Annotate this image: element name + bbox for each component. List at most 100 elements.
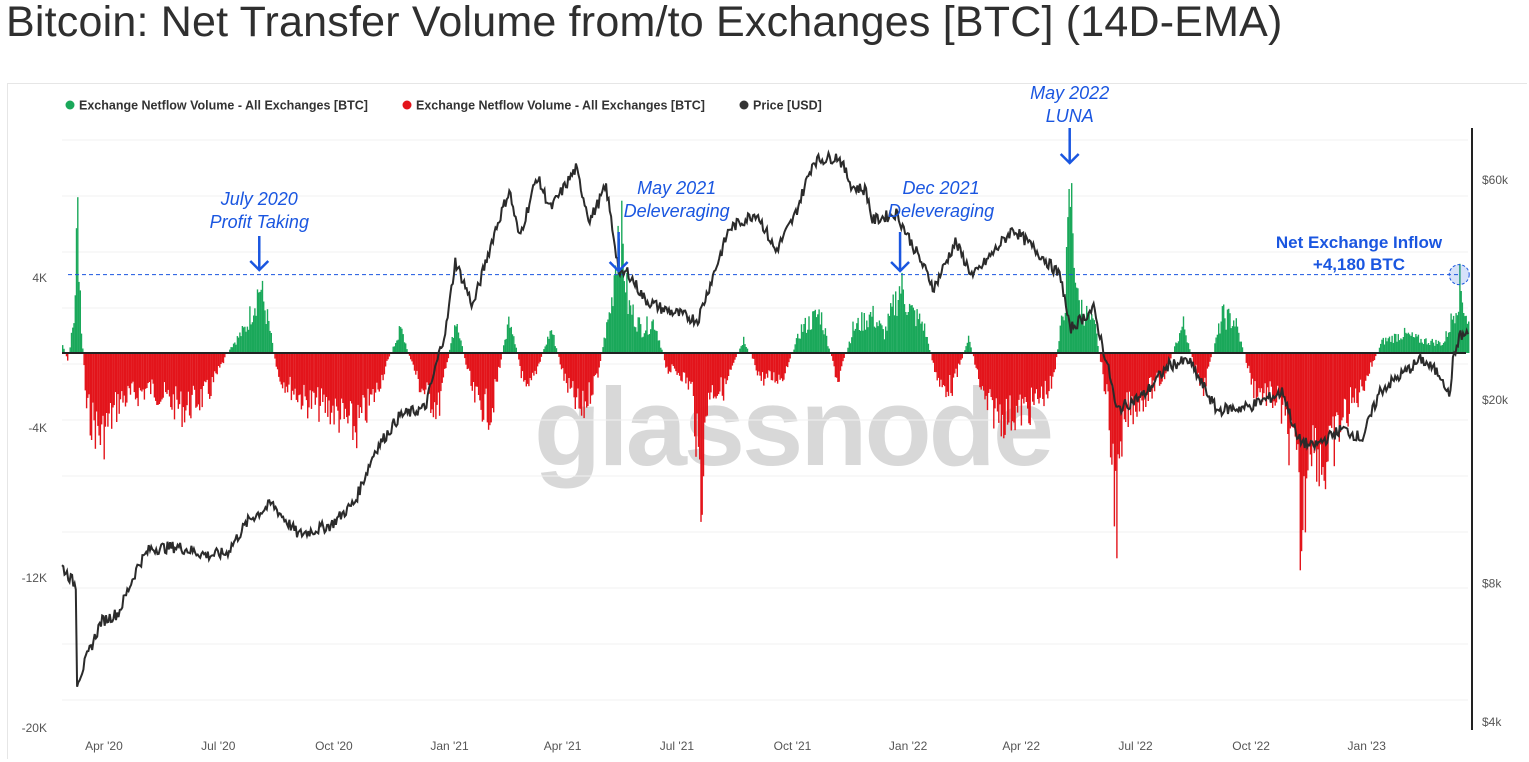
netflow-bar [596,353,598,374]
netflow-bar [729,353,731,370]
netflow-bar [770,353,773,381]
netflow-bar [847,347,849,353]
netflow-bar [423,353,426,395]
netflow-bar [489,353,491,426]
netflow-bar [403,342,406,353]
netflow-bar [1038,353,1040,404]
netflow-bar [942,353,945,385]
netflow-bar [836,353,838,378]
netflow-bar [167,353,169,390]
netflow-bar [907,312,909,353]
netflow-bar [1415,334,1417,353]
netflow-bar [1040,353,1043,387]
netflow-bar [417,353,419,379]
netflow-bar [756,353,759,376]
netflow-bar [589,353,592,404]
netflow-bar [1431,338,1433,353]
netflow-bar [1375,353,1377,357]
netflow-bar [1015,353,1018,406]
netflow-bar [363,353,365,398]
netflow-bar [1392,342,1394,353]
netflow-bar [1189,349,1191,353]
netflow-bar [915,326,917,353]
netflow-bar [263,301,265,353]
netflow-bar [445,353,447,369]
x-tick-label: Jan '22 [889,739,928,753]
netflow-bar [861,312,863,353]
netflow-bar [925,336,927,353]
netflow-bar [183,353,186,423]
netflow-bar [1153,353,1156,392]
netflow-bar [667,353,669,374]
netflow-bar [1460,291,1462,353]
netflow-bar [1010,353,1012,431]
netflow-bar [1451,319,1454,353]
netflow-bar [530,353,533,381]
annotation-label: LUNA [1046,106,1094,126]
netflow-bar [175,353,177,387]
netflow-bar [787,353,789,368]
netflow-bar [1135,353,1137,412]
netflow-bar [1284,353,1286,416]
netflow-bar [1024,353,1026,397]
netflow-bar [134,353,137,400]
netflow-bar [1461,302,1464,353]
netflow-bar [1422,344,1425,353]
netflow-bar [913,310,916,353]
axes: 4K -4K -12K -20K $60k $20k $8k $4k Apr '20 Jul '2… [22,173,1509,753]
netflow-bar [1328,353,1330,426]
netflow-bar [910,305,912,353]
netflow-bar [778,353,780,375]
netflow-bar [534,353,536,371]
netflow-bar [1023,353,1025,404]
netflow-bar [540,353,543,357]
netflow-bar [294,353,296,389]
netflow-bar [199,353,201,411]
netflow-bar [633,326,636,353]
y-right-tick-label: $4k [1482,715,1502,729]
netflow-bar [1112,353,1114,444]
netflow-bar [499,353,501,368]
netflow-bar [242,327,245,353]
netflow-bar [346,353,348,418]
netflow-bar [511,334,514,353]
netflow-bar [691,353,693,382]
netflow-bar [402,334,404,353]
netflow-bar [1382,337,1384,353]
netflow-bar [808,316,810,353]
netflow-bar [998,353,1000,423]
netflow-bar [552,334,554,353]
netflow-bar [224,353,226,358]
netflow-bar [1450,313,1452,353]
netflow-bar [1370,353,1372,363]
netflow-bar [137,353,139,407]
netflow-bar [284,353,286,393]
netflow-bar [543,349,545,353]
netflow-bar [682,353,685,373]
netflow-bar [1196,353,1198,374]
netflow-bar [94,353,97,449]
y-left-tick-label: 4K [32,271,47,285]
netflow-bar [961,353,963,359]
price-series [61,149,1469,687]
netflow-bar [720,353,722,378]
netflow-bar [1136,353,1138,417]
netflow-bar [144,353,147,389]
netflow-bar [1047,353,1049,399]
netflow-bar [354,353,357,433]
netflow-bar [428,353,431,394]
netflow-bar [775,353,778,381]
netflow-bar [327,353,329,417]
netflow-bar [715,353,717,399]
netflow-bar [312,353,314,392]
netflow-bar [820,312,823,353]
netflow-bar [1219,333,1221,353]
netflow-bar [152,353,154,384]
netflow-bar [138,353,140,388]
netflow-bar [897,300,899,353]
netflow-bar [951,353,953,396]
netflow-bar [970,347,972,353]
netflow-bar [574,353,576,409]
netflow-bar [1236,326,1239,353]
netflow-bar [956,353,958,377]
